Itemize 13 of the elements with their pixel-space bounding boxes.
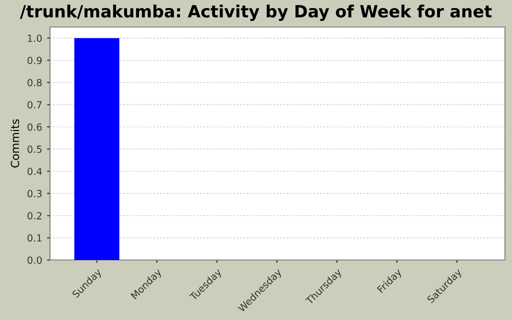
y-tick-label: 1.0 bbox=[28, 34, 42, 42]
y-axis-title: Commits bbox=[10, 119, 20, 168]
y-tick-label: 0.6 bbox=[28, 123, 42, 131]
y-tick-label: 0.0 bbox=[28, 256, 42, 264]
y-tick-label: 0.1 bbox=[28, 234, 42, 242]
y-tick-label: 0.8 bbox=[28, 78, 42, 86]
y-tick-label: 0.2 bbox=[28, 212, 42, 220]
y-tick-label: 0.4 bbox=[28, 168, 42, 176]
y-tick-label: 0.3 bbox=[28, 190, 42, 198]
y-tick-label: 0.9 bbox=[28, 56, 42, 64]
y-tick-label: 0.5 bbox=[28, 146, 42, 153]
chart-title: /trunk/makumba: Activity by Day of Week for anet bbox=[20, 4, 492, 21]
y-tick-label: 0.7 bbox=[28, 101, 42, 108]
